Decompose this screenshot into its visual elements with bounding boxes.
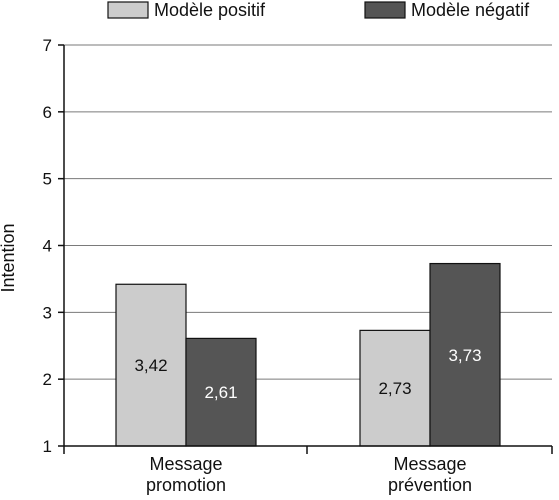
bar-value-label: 3,73 bbox=[448, 346, 481, 365]
legend: Modèle positif Modèle négatif bbox=[107, 0, 530, 20]
axes-group bbox=[58, 44, 553, 454]
y-tick-label: 3 bbox=[43, 303, 52, 322]
y-tick-label: 2 bbox=[43, 370, 52, 389]
x-category-label: Message promotion bbox=[146, 454, 226, 495]
y-tick-label: 7 bbox=[43, 36, 52, 55]
bar-value-label: 2,61 bbox=[204, 383, 237, 402]
x-category-labels: Message promotion Message prévention bbox=[146, 454, 472, 495]
y-tick-label: 1 bbox=[43, 437, 52, 456]
y-tick-label: 6 bbox=[43, 103, 52, 122]
legend-swatch bbox=[364, 1, 406, 19]
y-tick-label: 5 bbox=[43, 170, 52, 189]
bar-value-labels: 3,42 2,61 2,73 3,73 bbox=[134, 346, 481, 402]
legend-swatch bbox=[107, 1, 149, 19]
bars-group bbox=[115, 262, 501, 447]
bar-value-label: 2,73 bbox=[378, 379, 411, 398]
y-tick-labels: 1 2 3 4 5 6 7 bbox=[43, 36, 52, 456]
bar-value-label: 3,42 bbox=[134, 356, 167, 375]
bar-negatif-1 bbox=[185, 337, 257, 447]
legend-label: Modèle positif bbox=[154, 0, 266, 20]
legend-label: Modèle négatif bbox=[411, 0, 530, 20]
y-axis-label: Intention bbox=[0, 223, 18, 292]
bar-negatif-2 bbox=[429, 262, 501, 447]
y-tick-label: 4 bbox=[43, 237, 52, 256]
x-category-label: Message prévention bbox=[388, 454, 472, 495]
